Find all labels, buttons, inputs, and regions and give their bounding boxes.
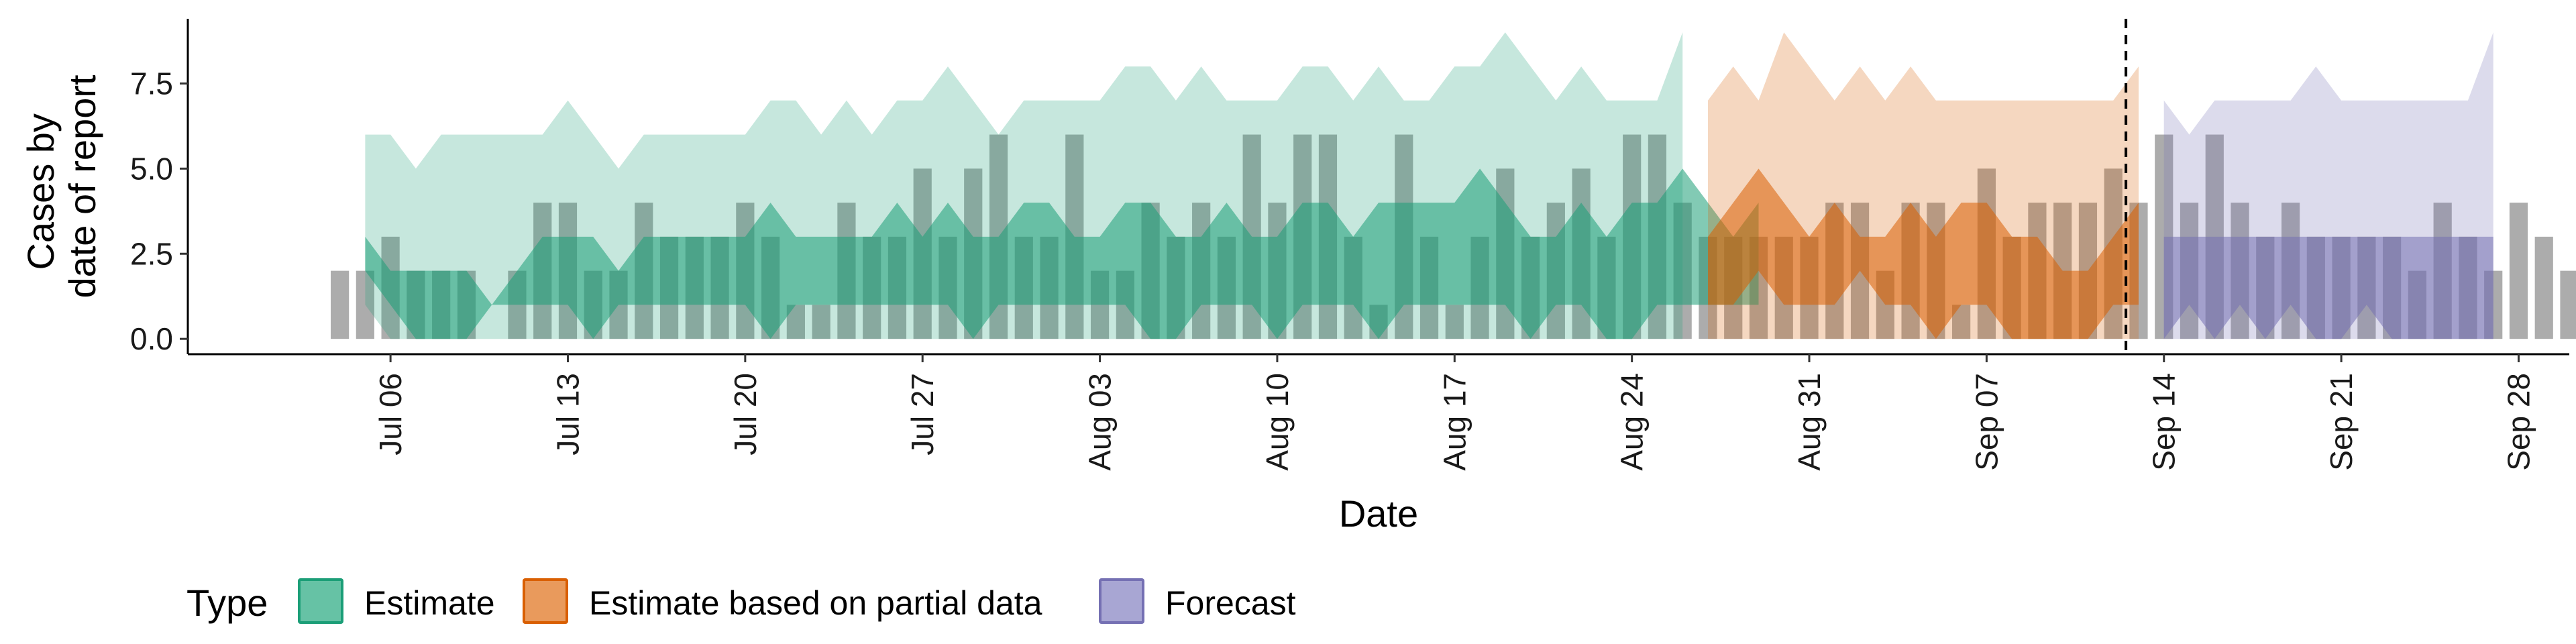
x-tick-label: Jul 20	[728, 373, 763, 455]
axes	[186, 19, 2569, 356]
ribbon-inner-estimate-based-on-partial-data	[1708, 168, 2139, 339]
y-tick-label: 7.5	[130, 66, 173, 101]
legend-swatch-estimate	[298, 578, 343, 624]
x-tick-label: Sep 21	[2324, 373, 2359, 471]
ribbon-inner-forecast	[2163, 236, 2493, 339]
x-ticks: Jul 06 Jul 13 Jul 20 Jul 27 Aug 03 Aug 10 Aug …	[373, 354, 2536, 471]
y-axis-title: Cases by date of report	[19, 74, 103, 299]
x-tick-label: Sep 14	[2147, 373, 2182, 471]
x-tick-label: Jul 13	[550, 373, 585, 455]
observed-bar	[331, 270, 350, 339]
y-axis-title-line-1: Cases by	[19, 113, 62, 270]
observed-bar	[356, 270, 374, 339]
x-tick-label: Aug 17	[1437, 373, 1472, 471]
y-ticks: 0.0 2.5 5.0 7.5	[130, 66, 188, 356]
x-tick-label: Aug 31	[1792, 373, 1827, 471]
legend-title: Type	[186, 582, 268, 624]
observed-bar	[2509, 203, 2528, 339]
x-tick-label: Sep 07	[1969, 373, 2004, 471]
y-axis-title-line-2: date of report	[61, 74, 103, 299]
ribbon-inner-estimate	[365, 168, 1759, 339]
x-tick-label: Aug 03	[1083, 373, 1118, 471]
legend-label-forecast: Forecast	[1165, 584, 1296, 622]
legend: Type Estimate Estimate based on partial …	[186, 578, 1296, 624]
x-axis-title: Date	[1339, 492, 1418, 535]
ribbon-areas	[365, 32, 2493, 339]
y-tick-label: 5.0	[130, 151, 173, 186]
y-tick-label: 0.0	[130, 321, 173, 356]
x-tick-label: Aug 10	[1260, 373, 1295, 471]
x-tick-label: Jul 06	[373, 373, 408, 455]
x-tick-label: Jul 27	[905, 373, 940, 455]
observed-bar	[1445, 305, 1464, 339]
x-tick-label: Sep 28	[2501, 373, 2536, 471]
observed-bar	[2560, 270, 2576, 339]
legend-swatch-forecast	[1099, 578, 1144, 624]
observed-bar	[812, 305, 830, 339]
x-tick-label: Aug 24	[1615, 373, 1650, 471]
legend-label-partial: Estimate based on partial data	[589, 584, 1042, 622]
legend-swatch-partial	[523, 578, 568, 624]
legend-label-estimate: Estimate	[364, 584, 495, 622]
y-tick-label: 2.5	[130, 236, 173, 271]
observed-bar	[2534, 236, 2553, 339]
